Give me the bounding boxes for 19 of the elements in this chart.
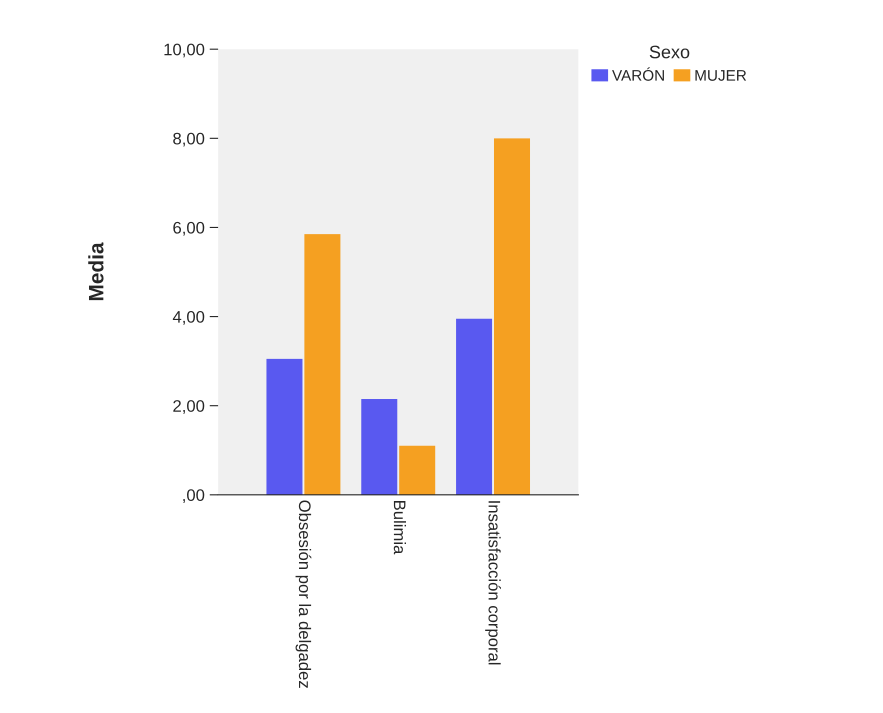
bar bbox=[399, 446, 436, 495]
bar bbox=[266, 358, 302, 495]
bar bbox=[494, 138, 530, 495]
y-tick-label: 6,00 bbox=[173, 222, 204, 236]
legend-title: Sexo bbox=[650, 46, 690, 58]
y-axis-title: Media bbox=[88, 242, 104, 300]
bar bbox=[361, 399, 398, 495]
y-tick-label: 10,00 bbox=[164, 44, 204, 58]
bar bbox=[456, 318, 492, 495]
x-tick-label: Bulimia bbox=[394, 501, 406, 554]
y-tick-label: 4,00 bbox=[172, 310, 204, 325]
x-tick-label: Insatisfacción corporal bbox=[485, 501, 501, 664]
legend-label: VARÓN bbox=[612, 67, 664, 81]
bar bbox=[304, 234, 340, 495]
y-tick-label: 2,00 bbox=[173, 400, 204, 414]
y-tick-label: ,00 bbox=[183, 489, 204, 503]
x-tick-label: Obsesión por la delgadez bbox=[296, 500, 312, 688]
legend-label: MUJER bbox=[695, 70, 746, 81]
y-tick-label: 8,00 bbox=[173, 132, 204, 146]
